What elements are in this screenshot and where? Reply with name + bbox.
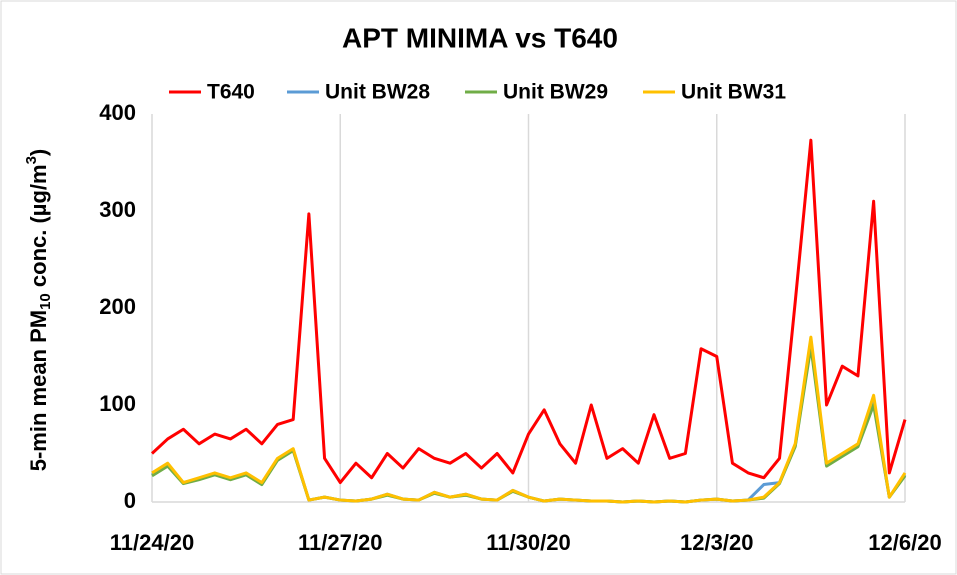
series-line [150, 138, 907, 485]
y-label-part: conc. (µg/m [26, 164, 51, 293]
x-tick-label: 11/24/20 [110, 530, 194, 555]
legend-label: Unit BW29 [503, 81, 608, 104]
y-tick-label: 200 [99, 294, 136, 319]
y-label-sup: 3 [23, 156, 40, 164]
y-tick-label: 400 [99, 100, 136, 125]
y-tick-label: 100 [99, 391, 136, 416]
legend-label: Unit BW28 [325, 81, 430, 104]
x-tick-label: 12/3/20 [680, 530, 753, 555]
y-tick-label: 300 [99, 197, 136, 222]
x-tick-label: 11/30/20 [486, 530, 570, 555]
y-label-part: 5-min mean PM [26, 310, 51, 471]
y-tick-label: 0 [124, 488, 136, 513]
x-tick-label: 12/6/20 [868, 530, 941, 555]
y-axis-label: 5-min mean PM10 conc. (µg/m3) [23, 149, 54, 472]
legend-label: T640 [207, 81, 255, 104]
chart-title: APT MINIMA vs T640 [342, 22, 618, 53]
y-label-sub: 10 [37, 293, 54, 310]
legend-label: Unit BW31 [681, 81, 786, 104]
series-line [151, 335, 907, 504]
x-tick-label: 11/27/20 [298, 530, 382, 555]
y-label-part: ) [26, 149, 51, 156]
